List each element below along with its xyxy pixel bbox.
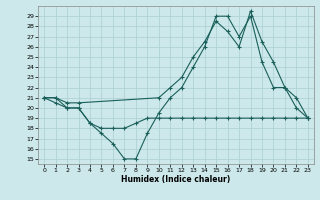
X-axis label: Humidex (Indice chaleur): Humidex (Indice chaleur) xyxy=(121,175,231,184)
